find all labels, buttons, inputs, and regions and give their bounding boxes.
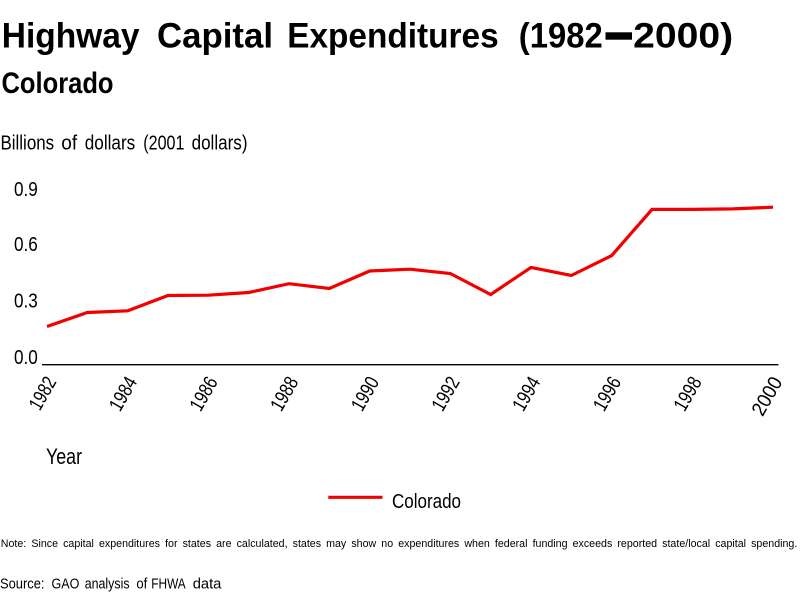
- svg-text:Billions: Billions: [1, 133, 55, 155]
- svg-text:Expenditures: Expenditures: [287, 16, 499, 55]
- svg-text:FHWA: FHWA: [151, 575, 185, 592]
- svg-text:1996: 1996: [589, 373, 626, 415]
- svg-text:1998: 1998: [670, 373, 707, 415]
- svg-text:1994: 1994: [509, 373, 546, 415]
- svg-text:Colorado: Colorado: [2, 67, 114, 100]
- svg-text:2000): 2000): [633, 16, 733, 55]
- svg-text:0.9: 0.9: [14, 179, 38, 201]
- svg-text:1982: 1982: [25, 373, 61, 414]
- svg-text:(1982: (1982: [519, 16, 603, 55]
- svg-text:dollars): dollars): [192, 133, 248, 155]
- svg-text:0.0: 0.0: [14, 347, 38, 369]
- svg-text:1988: 1988: [267, 373, 304, 415]
- svg-text:Highway: Highway: [2, 16, 140, 55]
- svg-text:Year: Year: [46, 444, 82, 469]
- svg-text:of: of: [136, 575, 148, 592]
- svg-text:(2001: (2001: [143, 133, 184, 155]
- svg-text:GAO: GAO: [52, 575, 80, 592]
- svg-text:0.6: 0.6: [14, 234, 38, 256]
- svg-text:Source:: Source:: [0, 575, 45, 592]
- svg-text:Colorado: Colorado: [392, 491, 461, 513]
- svg-text:2000: 2000: [748, 373, 788, 420]
- svg-text:dollars: dollars: [85, 133, 135, 155]
- svg-text:of: of: [61, 133, 77, 155]
- svg-text:1992: 1992: [428, 373, 465, 415]
- svg-text:data: data: [193, 575, 222, 592]
- svg-text:Note: Since capital expenditur: Note: Since capital expenditures for sta…: [1, 538, 798, 550]
- svg-text:1984: 1984: [105, 373, 142, 415]
- svg-text:Capital: Capital: [157, 16, 273, 55]
- svg-text:analysis: analysis: [85, 575, 130, 592]
- svg-text:0.3: 0.3: [14, 291, 38, 313]
- svg-text:1990: 1990: [347, 373, 384, 415]
- svg-text:1986: 1986: [186, 373, 223, 415]
